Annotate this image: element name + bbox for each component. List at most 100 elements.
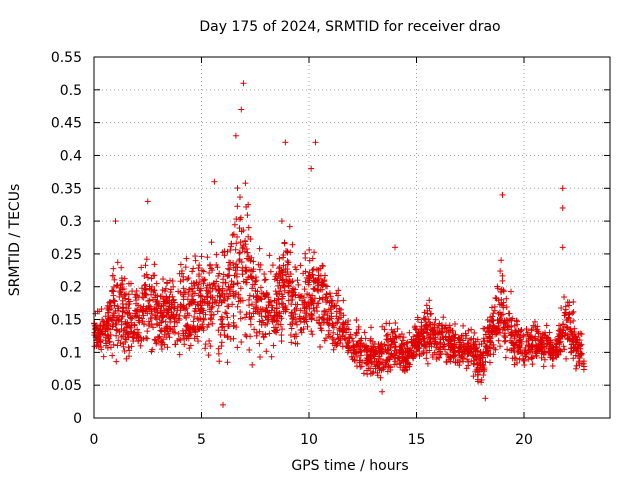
data-point (290, 242, 296, 248)
data-point (570, 299, 576, 305)
data-point (276, 256, 282, 262)
y-tick-label: 0.2 (60, 280, 82, 296)
data-point (465, 359, 471, 365)
data-point (544, 322, 550, 328)
data-point (560, 244, 566, 250)
data-point (238, 285, 244, 291)
data-point (126, 291, 132, 297)
data-point (247, 293, 253, 299)
data-point (523, 326, 529, 332)
data-points (91, 80, 587, 408)
data-point (550, 363, 556, 369)
data-point (294, 322, 300, 328)
data-point (231, 231, 237, 237)
data-point (506, 311, 512, 317)
data-point (181, 341, 187, 347)
data-point (237, 309, 243, 315)
data-point (120, 305, 126, 311)
data-point (395, 326, 401, 332)
data-point (110, 293, 116, 299)
data-point (246, 225, 252, 231)
data-point (207, 262, 213, 268)
data-point (263, 348, 269, 354)
data-point (249, 362, 255, 368)
data-point (392, 320, 398, 326)
data-point (563, 356, 569, 362)
data-point (317, 344, 323, 350)
data-point (160, 276, 166, 282)
data-point (209, 294, 215, 300)
data-point (452, 321, 458, 327)
data-point (177, 352, 183, 358)
data-point (322, 272, 328, 278)
data-point (480, 372, 486, 378)
data-point (392, 244, 398, 250)
data-point (206, 338, 212, 344)
data-point (266, 252, 272, 258)
data-point (496, 338, 502, 344)
data-point (183, 256, 189, 262)
data-point (209, 239, 215, 245)
data-point (497, 343, 503, 349)
data-point (118, 265, 124, 271)
y-tick-label: 0.5 (60, 83, 82, 99)
data-point (257, 267, 263, 273)
data-point (216, 346, 222, 352)
data-point (248, 322, 254, 328)
data-point (302, 279, 308, 285)
data-point (270, 262, 276, 268)
data-point (140, 318, 146, 324)
x-tick-label: 10 (300, 432, 318, 448)
data-point (164, 344, 170, 350)
data-point (242, 180, 248, 186)
y-tick-label: 0 (73, 411, 82, 427)
data-point (240, 80, 246, 86)
data-point (268, 269, 274, 275)
data-point (233, 133, 239, 139)
x-tick-label: 5 (197, 432, 206, 448)
data-point (560, 205, 566, 211)
data-point (231, 313, 237, 319)
data-point (149, 276, 155, 282)
data-point (192, 253, 198, 259)
data-point (238, 339, 244, 345)
y-tick-label: 0.25 (51, 247, 82, 263)
data-point (145, 298, 151, 304)
data-point (190, 265, 196, 271)
data-point (151, 272, 157, 278)
data-point (225, 333, 231, 339)
data-point (547, 329, 553, 335)
data-point (222, 309, 228, 315)
data-point (186, 345, 192, 351)
data-point (191, 314, 197, 320)
data-point (206, 352, 212, 358)
data-point (109, 353, 115, 359)
data-point (178, 278, 184, 284)
data-point (129, 288, 135, 294)
data-point (154, 281, 160, 287)
y-tick-label: 0.15 (51, 313, 82, 329)
data-point (153, 341, 159, 347)
data-point (219, 339, 225, 345)
data-point (425, 361, 431, 367)
data-point (569, 310, 575, 316)
data-point (258, 285, 264, 291)
data-point (432, 317, 438, 323)
data-point (262, 277, 268, 283)
data-point (278, 322, 284, 328)
data-point (270, 343, 276, 349)
data-point (257, 246, 263, 252)
data-point (362, 329, 368, 335)
data-point (215, 308, 221, 314)
data-point (309, 331, 315, 337)
data-point (406, 330, 412, 336)
data-point (482, 395, 488, 401)
data-point (196, 262, 202, 268)
data-point (468, 327, 474, 333)
data-point (471, 330, 477, 336)
data-point (421, 309, 427, 315)
data-point (289, 325, 295, 331)
data-point (560, 185, 566, 191)
data-point (340, 297, 346, 303)
data-point (561, 294, 567, 300)
